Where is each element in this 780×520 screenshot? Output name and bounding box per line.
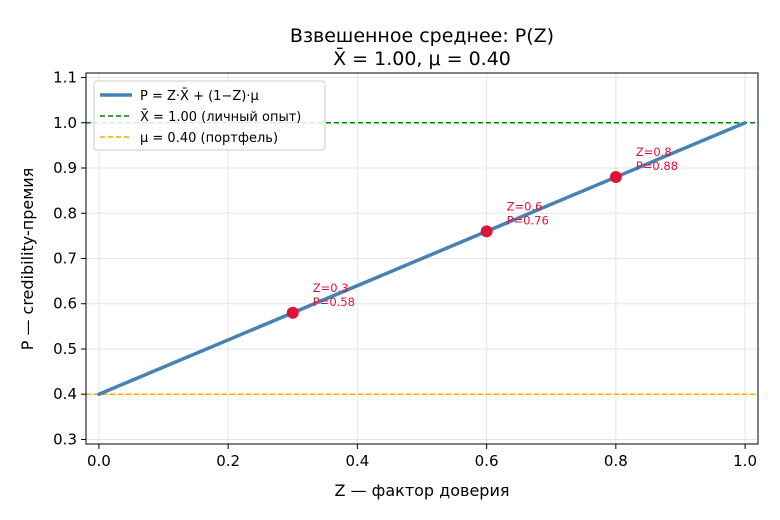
series <box>97 121 747 396</box>
data-label-z: Z=0.3 <box>313 281 349 295</box>
series-line <box>97 121 747 396</box>
legend-label-portfolio: μ = 0.40 (портфель) <box>140 131 278 146</box>
data-label-p: P=0.88 <box>636 159 678 173</box>
x-tick-label: 0.2 <box>216 452 240 470</box>
legend-label-experience: X̄ = 1.00 (личный опыт) <box>140 110 301 125</box>
x-tick-label: 0.4 <box>345 452 369 470</box>
y-tick-label: 0.5 <box>53 340 77 358</box>
chart-title-line2: X̄ = 1.00, μ = 0.40 <box>333 46 511 70</box>
y-tick-label: 0.4 <box>53 385 77 403</box>
data-point <box>609 171 622 184</box>
y-tick-label: 0.9 <box>53 159 77 177</box>
x-tick-label: 0.0 <box>87 452 111 470</box>
legend-box <box>93 80 326 151</box>
y-tick-label: 0.8 <box>53 204 77 222</box>
data-label-z: Z=0.8 <box>636 145 672 159</box>
y-tick-label: 0.3 <box>53 430 77 448</box>
y-axis-ticks: 0.3 0.4 0.5 0.6 0.7 0.8 0.9 1.0 1.1 <box>53 69 86 448</box>
data-label-p: P=0.58 <box>313 295 355 309</box>
data-label-p: P=0.76 <box>507 213 549 227</box>
x-axis-label: Z — фактор доверия <box>335 481 510 500</box>
y-tick-label: 0.6 <box>53 295 77 313</box>
y-tick-label: 1.1 <box>53 69 77 87</box>
y-tick-label: 1.0 <box>53 114 77 132</box>
chart-title-line1: Взвешенное среднее: P(Z) <box>290 25 554 47</box>
legend: P = Z·X̄ + (1−Z)·μ X̄ = 1.00 (личный опы… <box>93 80 326 151</box>
y-tick-label: 0.7 <box>53 250 77 268</box>
y-axis-label: P — credibility-премия <box>18 168 37 351</box>
data-points: Z=0.3P=0.58 Z=0.6P=0.76 Z=0.8P=0.88 <box>286 145 678 319</box>
data-point <box>286 306 299 319</box>
x-axis-ticks: 0.0 0.2 0.4 0.6 0.8 1.0 <box>87 444 757 470</box>
data-point <box>480 225 493 238</box>
legend-label-series: P = Z·X̄ + (1−Z)·μ <box>140 89 259 104</box>
x-tick-label: 1.0 <box>733 452 757 470</box>
data-label-z: Z=0.6 <box>507 199 543 213</box>
x-tick-label: 0.8 <box>604 452 628 470</box>
x-tick-label: 0.6 <box>475 452 499 470</box>
